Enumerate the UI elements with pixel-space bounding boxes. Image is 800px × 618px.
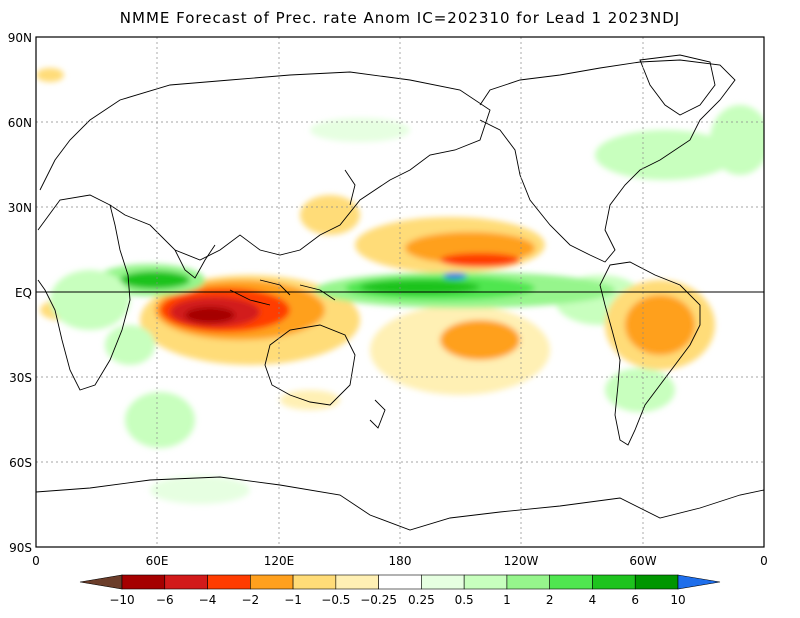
anomaly-dry-s-pacific-core (440, 320, 520, 360)
anomaly-dry-australia (280, 390, 340, 410)
colorbar-swatch (378, 574, 422, 590)
lon-label-120e: 120E (264, 554, 295, 568)
anomaly-wet-madagascar (105, 325, 155, 365)
anomaly-patch-siberia (310, 118, 410, 142)
lon-label-180: 180 (389, 554, 412, 568)
colorbar-high-extension (677, 574, 721, 590)
colorbar-swatch (634, 574, 679, 590)
colorbar-swatch (549, 574, 593, 590)
eurasia-coast (39, 71, 491, 261)
lat-label-eq: EQ (15, 286, 32, 300)
colorbar-swatch (121, 574, 166, 590)
africa-coast (37, 194, 131, 391)
colorbar-label: 10 (670, 593, 685, 607)
anomaly-dry-s-america-core (625, 295, 695, 355)
colorbar-label: −0.5 (321, 593, 350, 607)
colorbar-label: −2 (241, 593, 259, 607)
colorbar-swatch (421, 574, 465, 590)
colorbar-label: −0.25 (360, 593, 397, 607)
colorbar-label: 0.5 (455, 593, 474, 607)
lat-label-60n: 60N (8, 116, 32, 130)
anomaly-patch-s-indian (125, 392, 195, 448)
colorbar-label: 1 (503, 593, 511, 607)
lat-label-30n: 30N (8, 201, 32, 215)
anomaly-patch-n-atlantic (595, 130, 735, 180)
anomaly-wet-indian-core (120, 271, 190, 289)
colorbar-label: 4 (589, 593, 597, 607)
anomaly-field (36, 68, 764, 504)
anomaly-wet-e-africa (50, 270, 130, 330)
anomaly-patch-arctic (36, 68, 64, 82)
japan-coast (344, 169, 356, 206)
anomaly-dry-n-pacific-peak (440, 253, 520, 267)
north-america-coast (479, 59, 736, 263)
colorbar-label: 2 (546, 593, 554, 607)
lon-axis: 0 60E 120E 180 120W 60W 0 (32, 554, 768, 568)
greenland-coast (639, 54, 716, 116)
anomaly-patch-s-ocean (150, 476, 250, 504)
lat-label-90s: 90S (9, 541, 32, 555)
anomaly-dry-w-pacific (300, 195, 360, 235)
lat-label-90n: 90N (8, 31, 32, 45)
coastlines (36, 54, 764, 531)
new-zealand-coast (369, 399, 386, 429)
lon-label-60w: 60W (629, 554, 656, 568)
lon-label-0: 0 (32, 554, 40, 568)
anomaly-patch-s-atlantic (605, 368, 675, 412)
australia-coast (264, 324, 356, 406)
colorbar-swatch (335, 574, 379, 590)
lon-label-120w: 120W (504, 554, 539, 568)
colorbar-swatch (463, 574, 508, 590)
colorbar-label: −1 (284, 593, 302, 607)
antarctica-coast (36, 476, 764, 531)
plot-frame (35, 36, 765, 548)
colorbar-swatch (506, 574, 550, 590)
anomaly-patch-ne-atlantic (710, 105, 764, 175)
colorbar-swatch (250, 574, 294, 590)
lat-axis: 90N 60N 30N EQ 30S 60S 90S (8, 31, 32, 555)
india-coast (174, 244, 216, 279)
lat-label-30s: 30S (9, 371, 32, 385)
colorbar-swatch (292, 574, 337, 590)
lat-label-60s: 60S (9, 456, 32, 470)
colorbar: −10 −6 −4 −2 −1 −0.5 −0.25 0.25 0.5 1 2 4 6 10 (79, 574, 721, 607)
colorbar-swatch (164, 574, 208, 590)
colorbar-label: −4 (199, 593, 217, 607)
colorbar-label: −6 (156, 593, 174, 607)
colorbar-swatch (207, 574, 251, 590)
colorbar-label: 6 (631, 593, 639, 607)
lon-label-60e: 60E (146, 554, 169, 568)
anomaly-wet-pacific-peak (443, 273, 467, 279)
anomaly-dry-maritime-max (185, 307, 235, 323)
map-title: NMME Forecast of Prec. rate Anom IC=2023… (119, 9, 681, 27)
colorbar-swatch (592, 574, 636, 590)
colorbar-label: −10 (109, 593, 134, 607)
south-america-coast (599, 261, 701, 446)
anomaly-wet-pacific-core (360, 280, 480, 294)
colorbar-label: 0.25 (408, 593, 435, 607)
lon-label-0-east: 0 (760, 554, 768, 568)
colorbar-low-extension (79, 574, 123, 590)
